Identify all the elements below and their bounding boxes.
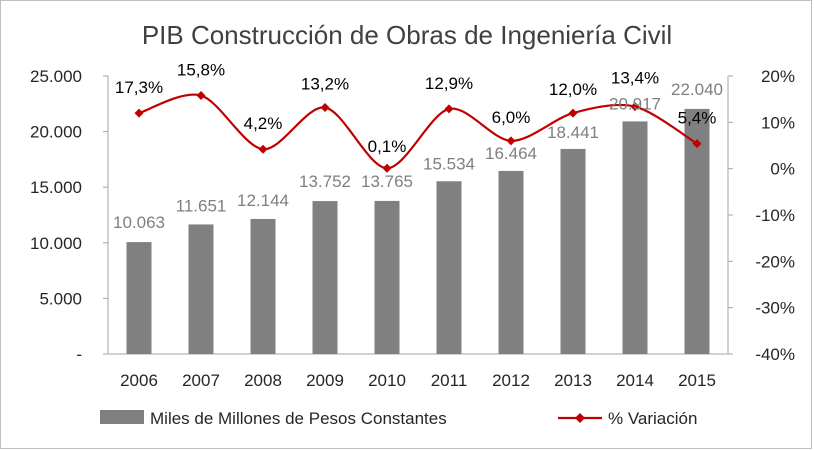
variation-value-label: 5,4% [678,109,717,128]
bar [498,170,524,354]
bar [188,224,214,354]
bar-value-label: 12.144 [237,191,289,210]
x-axis-tick-label: 2010 [368,371,406,390]
variation-value-label: 6,0% [492,108,531,127]
variation-marker [692,139,702,149]
legend-bar-label: Miles de Millones de Pesos Constantes [150,409,447,428]
variation-marker [506,136,516,146]
legend-line-marker [575,413,585,423]
x-axis-tick-label: 2006 [120,371,158,390]
left-axis-tick-label: - [76,345,82,364]
bar [374,200,400,354]
variation-value-label: 13,4% [611,69,659,88]
legend-bar-swatch [100,410,144,424]
variation-value-label: 17,3% [115,78,163,97]
bar [436,181,462,354]
variation-line [138,93,698,170]
x-axis-tick-label: 2012 [492,371,530,390]
left-axis-tick-label: 15.000 [30,178,82,197]
axes: - 5.000 10.000 15.000 20.000 25.000 -40% -30% -2… [30,67,795,390]
legend: Miles de Millones de Pesos Constantes % V… [100,409,697,428]
legend-line-label: % Variación [608,409,697,428]
x-axis-tick-label: 2009 [306,371,344,390]
variation-marker [258,144,268,154]
x-axis-tick-label: 2013 [554,371,592,390]
x-axis-tick-label: 2011 [431,371,468,390]
bar-value-label: 22.040 [671,80,723,99]
variation-marker [444,104,454,114]
variation-marker [568,108,578,118]
bar [622,121,648,355]
variation-value-label: 4,2% [244,114,283,133]
bar [126,242,152,354]
right-axis-tick-label: 10% [761,113,795,132]
bar [250,218,276,354]
variation-marker [382,163,392,173]
line-series [134,90,702,173]
chart-title: PIB Construcción de Obras de Ingeniería … [142,20,672,50]
variation-marker [630,102,640,112]
bar-value-label: 11.651 [176,196,227,215]
bar [312,201,338,354]
x-axis-tick-label: 2008 [244,371,282,390]
bar-value-label: 10.063 [113,213,165,232]
right-axis-tick-label: -10% [755,206,795,225]
right-axis-tick-label: 0% [770,160,795,179]
bar [684,108,710,355]
bar-value-label: 15.534 [423,154,475,173]
variation-value-label: 12,9% [425,74,473,93]
x-axis-tick-label: 2007 [182,371,220,390]
right-axis-tick-label: -40% [755,345,795,364]
left-axis-tick-label: 20.000 [30,123,82,142]
variation-value-label: 0,1% [368,137,407,156]
bar-value-label: 16.464 [485,144,537,163]
x-axis-tick-label: 2015 [678,371,716,390]
bar-value-label: 20.917 [609,94,661,113]
variation-value-label: 13,2% [301,75,349,94]
variation-value-label: 15,8% [177,60,225,79]
bar [560,148,586,354]
bar-value-label: 18.441 [547,123,599,142]
right-axis-tick-label: -20% [755,252,795,271]
variation-value-label: 12,0% [549,80,597,99]
bar-value-label: 13.752 [299,172,351,191]
bar-value-label: 13.765 [361,172,413,191]
right-axis-tick-label: -30% [755,299,795,318]
x-axis-tick-label: 2014 [616,371,654,390]
bar-series [126,108,710,355]
right-axis-tick-label: 20% [761,67,795,86]
variation-marker [134,108,144,118]
left-axis-tick-label: 5.000 [39,289,82,308]
left-axis-tick-label: 10.000 [30,234,82,253]
data-labels: 10.063 11.651 12.144 13.752 13.765 15.534 16.4… [113,60,723,232]
left-axis-tick-label: 25.000 [30,67,82,86]
variation-marker [320,103,330,113]
variation-marker [196,90,206,100]
